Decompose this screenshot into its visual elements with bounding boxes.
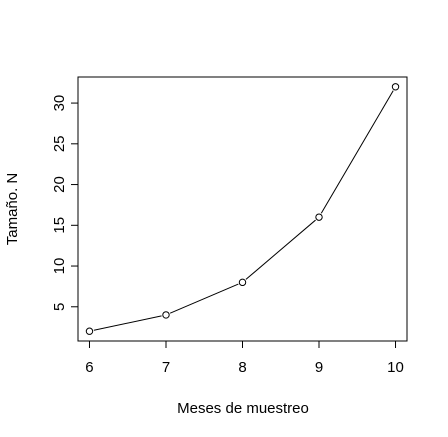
- x-axis: 6 7 8 9 10: [85, 341, 404, 376]
- series-line-segment: [245, 219, 316, 280]
- data-point: [162, 311, 170, 319]
- series-line-segment: [169, 283, 239, 314]
- y-tick-label: 25: [51, 135, 68, 152]
- y-axis-title: Tamaño. N: [4, 173, 21, 246]
- data-point: [391, 83, 400, 91]
- y-tick-label: 10: [51, 258, 68, 275]
- x-tick-label: 9: [315, 359, 323, 376]
- data-point: [85, 327, 94, 335]
- x-tick-label: 7: [162, 359, 170, 376]
- data-point: [238, 278, 247, 287]
- data-point: [315, 213, 323, 221]
- y-tick-label: 5: [51, 303, 68, 311]
- y-tick-label: 30: [51, 95, 68, 112]
- y-axis: 5 10 15 20 25 30: [51, 95, 78, 311]
- data-series: [85, 83, 400, 335]
- y-tick-label: 15: [51, 217, 68, 234]
- series-line-segment: [93, 315, 162, 331]
- y-tick-label: 20: [51, 176, 68, 193]
- x-tick-label: 8: [238, 359, 246, 376]
- x-tick-label: 10: [387, 359, 404, 376]
- series-line-segment: [320, 90, 394, 214]
- x-axis-title: Meses de muestreo: [177, 400, 309, 417]
- x-tick-label: 6: [85, 359, 93, 376]
